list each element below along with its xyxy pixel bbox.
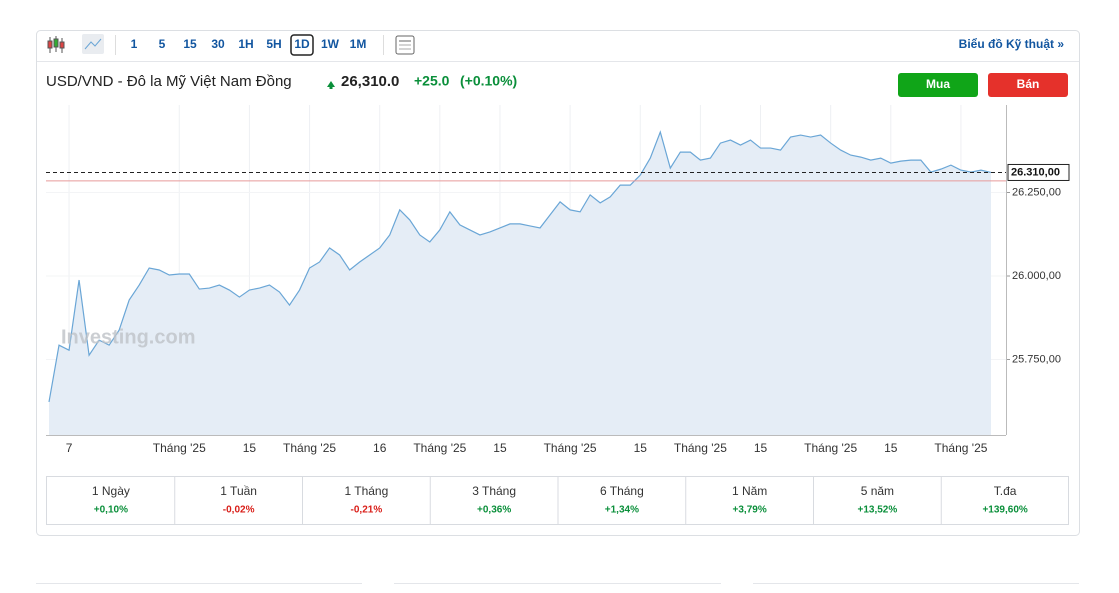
x-tick-label: Tháng '25: [674, 441, 727, 455]
y-tick-label: 26.250,00: [1012, 186, 1061, 198]
price: 26,310.0: [341, 73, 399, 90]
area-icon-line: [84, 38, 102, 50]
x-tick-label: 7: [66, 441, 73, 455]
period-change: +3,79%: [733, 505, 767, 516]
area: [49, 132, 991, 435]
period-change: +1,34%: [605, 505, 639, 516]
period-change: +0,36%: [477, 505, 511, 516]
x-tick-label: 15: [754, 441, 768, 455]
indicator-icon[interactable]: [395, 35, 415, 55]
interval[interactable]: 30: [211, 37, 225, 51]
period-change: +0,10%: [94, 505, 128, 516]
sell-button[interactable]: [988, 73, 1068, 97]
buy-button[interactable]: [898, 73, 978, 97]
x-tick-label: Tháng '25: [413, 441, 466, 455]
interval[interactable]: 1D: [294, 37, 310, 51]
y-tick-label: 25.750,00: [1012, 353, 1061, 365]
interval[interactable]: 5H: [266, 37, 281, 51]
interval[interactable]: 1M: [350, 37, 367, 51]
period-change: +13,52%: [857, 505, 897, 516]
x-tick-label: 15: [493, 441, 507, 455]
up-arrow: [327, 81, 335, 89]
last-price-label: 26.310,00: [1011, 166, 1060, 178]
period-label: 3 Tháng: [472, 484, 516, 498]
period-label: 6 Tháng: [600, 484, 644, 498]
period-label: T.đa: [994, 484, 1017, 498]
x-tick-label: Tháng '25: [544, 441, 597, 455]
x-tick-label: Tháng '25: [804, 441, 857, 455]
x-tick-label: Tháng '25: [283, 441, 336, 455]
candle-icon[interactable]: [47, 36, 65, 53]
last-price-tag: [1007, 163, 1070, 181]
interval[interactable]: 5: [159, 37, 166, 51]
period-label: 1 Tuần: [220, 484, 257, 498]
interval-active: [290, 34, 314, 56]
period-label: 1 Năm: [732, 484, 767, 498]
x-tick-label: 15: [884, 441, 898, 455]
period-change: +139,60%: [982, 505, 1027, 516]
change: +25.0: [414, 73, 450, 89]
performance-table: [46, 476, 1069, 525]
y-tick-label: 26.000,00: [1012, 270, 1061, 282]
period-label: 5 năm: [861, 484, 894, 498]
sell-label[interactable]: Bán: [1017, 77, 1040, 91]
period-change: -0,02%: [223, 505, 255, 516]
period-label: 1 Ngày: [92, 484, 130, 498]
interval[interactable]: 1H: [238, 37, 253, 51]
technical-link[interactable]: Biểu đồ Kỹ thuật »: [959, 37, 1065, 51]
interval[interactable]: 1W: [321, 37, 340, 51]
x-tick-label: Tháng '25: [153, 441, 206, 455]
buy-label[interactable]: Mua: [926, 77, 950, 91]
watermark: Investing.com: [61, 326, 195, 348]
x-tick-label: Tháng '25: [934, 441, 987, 455]
interval[interactable]: 1: [131, 37, 138, 51]
line: [48, 130, 992, 403]
change-percent: (+0.10%): [460, 73, 517, 89]
x-tick-label: 15: [634, 441, 648, 455]
x-tick-label: 15: [243, 441, 257, 455]
x-tick-label: 16: [373, 441, 387, 455]
instrument-name: USD/VND - Đô la Mỹ Việt Nam Đồng: [46, 73, 292, 90]
interval[interactable]: 15: [183, 37, 197, 51]
period-change: -0,21%: [351, 505, 383, 516]
period-label: 1 Tháng: [344, 484, 388, 498]
